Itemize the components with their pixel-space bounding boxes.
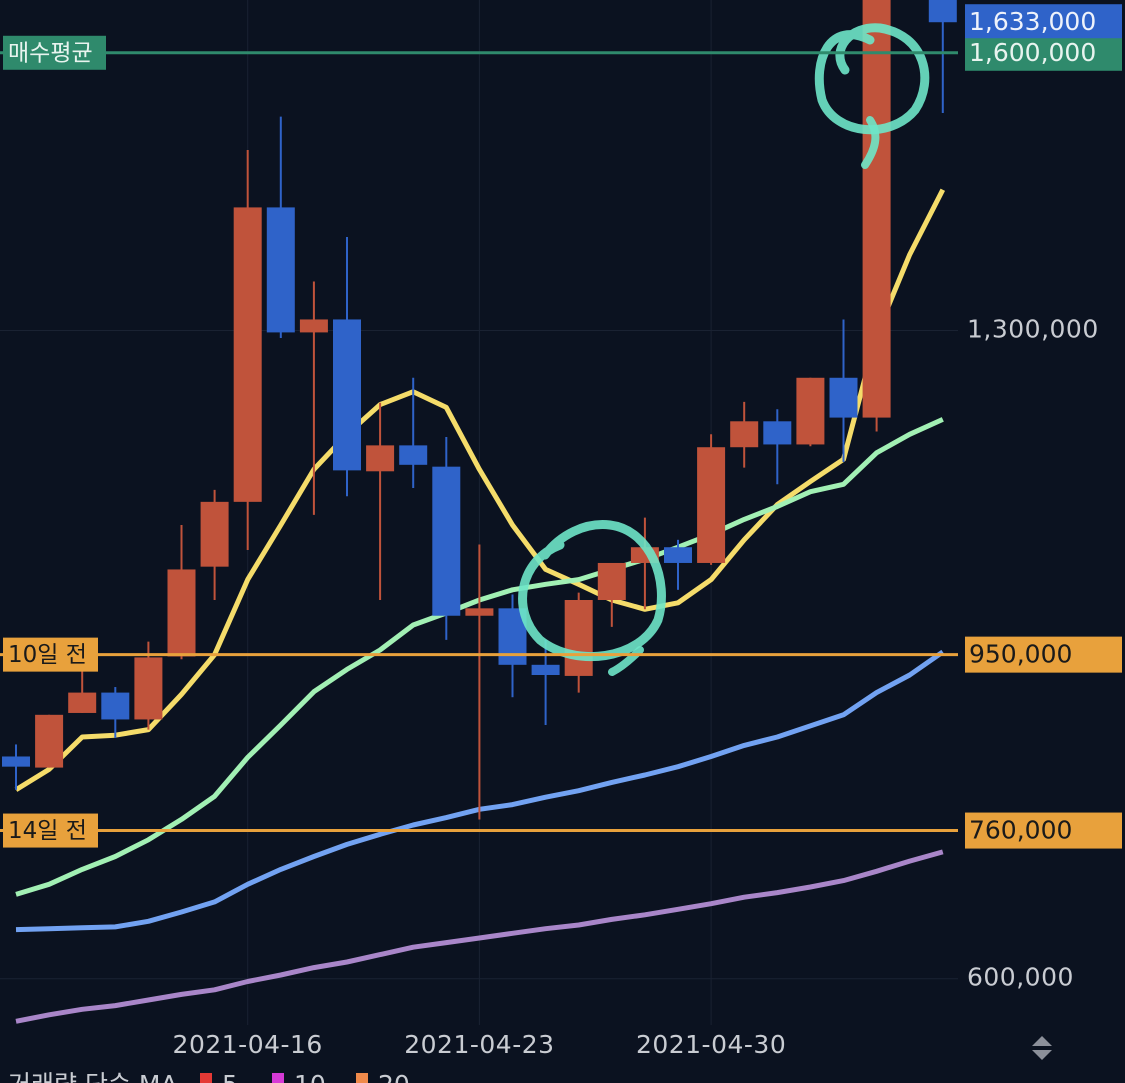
price-line-tag: [3, 637, 98, 672]
candle-body: [233, 207, 262, 502]
x-tick-label: 2021-04-30: [636, 1030, 786, 1059]
candle-body: [697, 447, 726, 563]
candle-body: [35, 714, 64, 768]
price-label-box: [965, 636, 1122, 673]
legend-swatch: [356, 1073, 368, 1083]
price-line-tag: [3, 813, 98, 848]
legend-label: 10: [294, 1070, 326, 1083]
annotations: 매수평균 1,600,000 10일 전 950,000 14일 전 760,000 1,6…: [0, 4, 1122, 849]
ma-line: [14, 188, 946, 792]
candle-body: [200, 501, 229, 567]
plot-area: [2, 0, 957, 1024]
candle-body: [928, 0, 957, 23]
candle-body: [763, 421, 792, 445]
highlight-stroke: [861, 116, 880, 169]
candle-body: [730, 421, 759, 448]
price-line-name: 14일 전: [8, 818, 87, 844]
highlight-circle: [518, 520, 666, 662]
candle-body: [299, 319, 328, 333]
candle-body: [664, 547, 692, 563]
candle-body: [829, 377, 858, 418]
x-tick-label: 2021-04-16: [173, 1030, 323, 1059]
candle-body: [266, 207, 295, 333]
legend-label: 5: [222, 1070, 238, 1083]
candle-body: [366, 445, 395, 472]
price-line-name: 10일 전: [8, 642, 87, 668]
candle-body: [465, 608, 494, 616]
price-label: 1,600,000: [969, 38, 1096, 67]
ma-line: [15, 849, 944, 1024]
candle-body: [796, 377, 825, 445]
candle-body: [399, 445, 428, 465]
candle-body: [597, 562, 626, 600]
candle-body: [68, 692, 97, 713]
price-label: 760,000: [969, 816, 1072, 845]
axes: 1,300,000 600,000 2021-04-16 2021-04-23 2021…: [8, 315, 1099, 1083]
candle-body: [564, 600, 593, 676]
candle-body: [134, 657, 163, 720]
candle-body: [432, 466, 461, 616]
y-tick-label: 600,000: [967, 963, 1074, 992]
y-tick-label: 1,300,000: [967, 315, 1099, 344]
price-line-name: 매수평균: [8, 40, 93, 66]
candle-body: [167, 569, 196, 657]
scale-toggle[interactable]: [1032, 1036, 1052, 1060]
highlight-stroke: [608, 646, 644, 676]
price-label-box: [965, 812, 1122, 849]
price-line-tag: [3, 35, 106, 70]
current-price-box: [965, 4, 1122, 39]
volume-legend-title: 거래량 단순 MA: [8, 1070, 178, 1083]
legend-swatch: [272, 1073, 284, 1083]
current-price-label: 1,633,000: [969, 7, 1096, 36]
candle-body: [101, 692, 130, 720]
candle-body: [862, 0, 891, 418]
legend-swatch: [200, 1073, 212, 1083]
candle-body: [333, 319, 361, 471]
price-label: 950,000: [969, 640, 1072, 669]
price-label-box: [965, 34, 1122, 71]
candle-body: [531, 664, 560, 675]
x-tick-label: 2021-04-23: [404, 1030, 554, 1059]
legend-label: 20: [378, 1070, 410, 1083]
candle-body: [2, 756, 30, 767]
highlight-circle: [814, 23, 930, 135]
